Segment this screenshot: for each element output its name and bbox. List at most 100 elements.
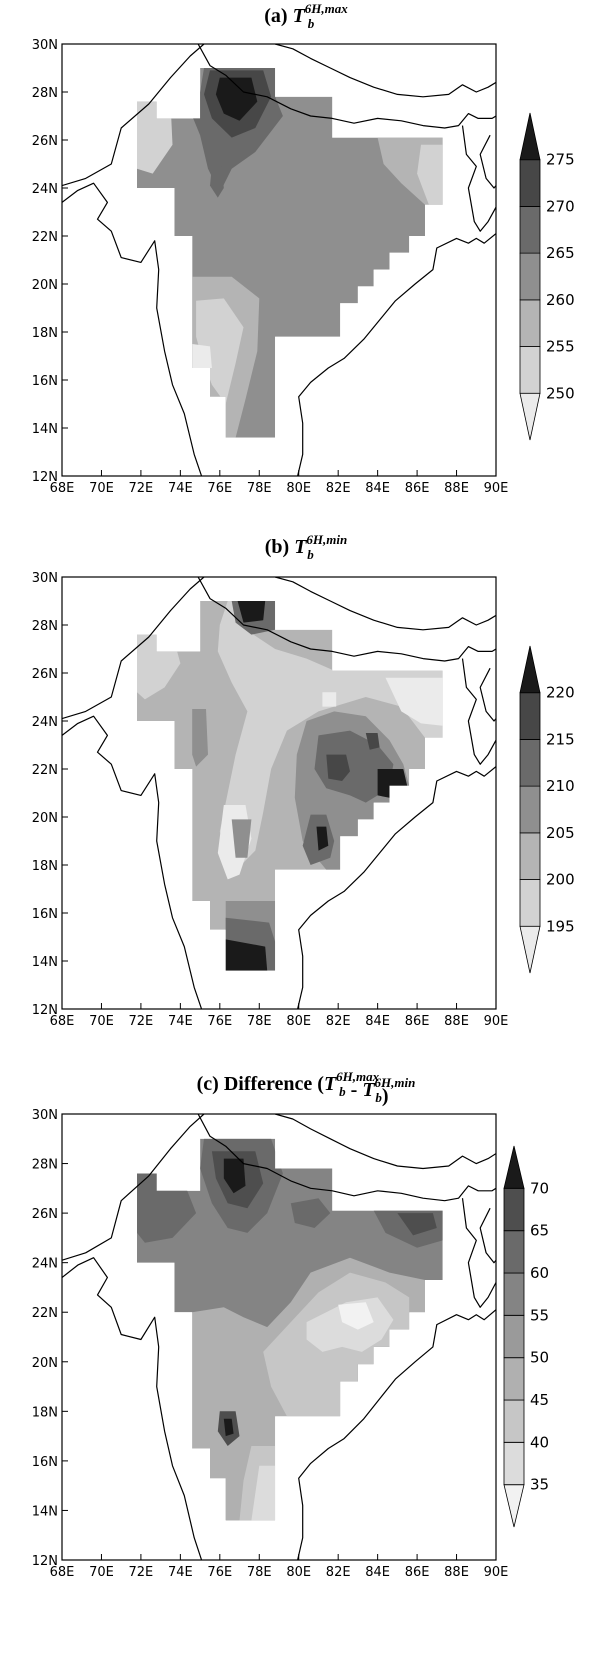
lat-tick-label: 16N — [32, 1455, 58, 1470]
lat-tick-label: 14N — [32, 1504, 58, 1519]
contour-region — [192, 344, 212, 368]
lat-tick-label: 18N — [32, 326, 58, 341]
colorbar-label: 265 — [546, 244, 575, 262]
colorbar-label: 45 — [530, 1391, 549, 1409]
contour-region — [365, 733, 380, 750]
contour-region — [338, 1302, 374, 1330]
colorbar-swatch — [519, 832, 541, 880]
colorbar-swatch — [519, 206, 541, 254]
colorbar-swatch — [519, 112, 541, 161]
colorbar-swatch — [503, 1441, 525, 1486]
coastline — [461, 658, 496, 765]
coastline — [62, 1114, 205, 1261]
colorbar-label: 275 — [546, 151, 575, 169]
contour-region — [223, 1158, 246, 1194]
colorbar-label: 65 — [530, 1222, 549, 1240]
lon-tick-label: 82E — [326, 1014, 351, 1029]
lon-tick-label: 70E — [89, 1565, 114, 1580]
contour-region — [192, 709, 208, 767]
coastline — [197, 577, 496, 662]
title-variable: T — [294, 536, 307, 558]
colorbar-label: 55 — [530, 1306, 549, 1324]
colorbar: 195 200 205 210 215 220 — [519, 645, 575, 974]
coastline — [62, 715, 496, 1009]
lon-tick-label: 86E — [405, 1014, 430, 1029]
lon-tick-label: 74E — [168, 1014, 193, 1029]
lat-tick-label: 16N — [32, 907, 58, 922]
colorbar: 250 255 260 265 270 275 — [519, 112, 575, 441]
lon-tick-label: 84E — [365, 1014, 390, 1029]
lat-tick-label: 14N — [32, 955, 58, 970]
coastline — [274, 577, 496, 631]
title-variable: T — [293, 5, 306, 27]
coastlines — [62, 577, 496, 1009]
contour-region — [237, 601, 266, 623]
contour-region — [251, 1465, 276, 1521]
colorbar-label: 270 — [546, 197, 575, 215]
title-superscript-2: 6H,min — [375, 1075, 416, 1090]
colorbar-swatch — [503, 1145, 525, 1189]
lon-tick-label: 78E — [247, 1565, 272, 1580]
contour-region — [215, 77, 258, 121]
lon-tick-label: 88E — [444, 481, 469, 496]
colorbar-label: 200 — [546, 871, 575, 889]
coastline — [479, 1207, 496, 1264]
lat-tick-label: 24N — [32, 182, 58, 197]
contour-region — [385, 677, 443, 726]
lon-tick-label: 70E — [89, 1014, 114, 1029]
coastline — [479, 667, 496, 722]
colorbar-label: 205 — [546, 824, 575, 842]
contour-region — [290, 1198, 331, 1228]
lat-tick-label: 26N — [32, 667, 58, 682]
lat-tick-label: 28N — [32, 619, 58, 634]
title-variable: T — [324, 1073, 337, 1095]
contour-region — [225, 939, 268, 971]
lon-tick-label: 84E — [365, 481, 390, 496]
panel-a: (a) T6H,max b 12N 14N 16N 18N 20N 22N 24N 26N 28N 3… — [32, 1, 575, 496]
lat-tick-label: 26N — [32, 134, 58, 149]
colorbar-label: 40 — [530, 1433, 549, 1451]
contour-fills — [137, 601, 443, 971]
lat-tick-label: 22N — [32, 763, 58, 778]
colorbar-swatch — [519, 739, 541, 787]
contour-region — [137, 101, 173, 174]
contour-region — [316, 826, 329, 851]
coastline — [274, 1114, 496, 1170]
colorbar-swatch — [503, 1272, 525, 1316]
colorbar-swatch — [503, 1357, 525, 1401]
colorbar-label: 60 — [530, 1264, 549, 1282]
contour-region — [210, 1448, 240, 1521]
lat-tick-label: 12N — [32, 470, 58, 485]
title-suffix: ) — [382, 1085, 389, 1107]
coastline — [479, 134, 496, 189]
lat-tick-label: 24N — [32, 1257, 58, 1272]
colorbar-label: 35 — [530, 1476, 549, 1494]
panel-title: (c) Difference (T6H,max b - T6H,min b) — [197, 1069, 416, 1107]
contour-fills — [137, 68, 443, 438]
colorbar-label: 195 — [546, 917, 575, 935]
panel-b: (b) T6H,min b 12N 14N 16N 18N 20N 22N 24N 26N 28N 3… — [32, 532, 575, 1029]
title-variable-2: T — [362, 1079, 375, 1101]
coastlines — [62, 44, 496, 476]
colorbar-swatch — [503, 1314, 525, 1359]
colorbar-swatch — [503, 1399, 525, 1443]
colorbar-swatch — [519, 252, 541, 301]
contour-region — [196, 298, 244, 404]
coastline — [197, 1114, 496, 1202]
contour-region — [137, 1173, 197, 1243]
lat-tick-label: 20N — [32, 811, 58, 826]
title-prefix: (b) — [265, 536, 294, 558]
lon-tick-label: 72E — [129, 1014, 154, 1029]
colorbar-swatch — [519, 645, 541, 694]
lat-tick-label: 30N — [32, 38, 58, 53]
colorbar-swatch — [519, 299, 541, 347]
lat-tick-label: 30N — [32, 571, 58, 586]
lon-tick-label: 90E — [484, 1014, 509, 1029]
colorbar-swatch — [519, 879, 541, 927]
coastline — [62, 1257, 496, 1560]
lon-tick-label: 90E — [484, 1565, 509, 1580]
colorbar-label: 260 — [546, 291, 575, 309]
coastline — [62, 577, 205, 720]
lon-tick-label: 74E — [168, 1565, 193, 1580]
